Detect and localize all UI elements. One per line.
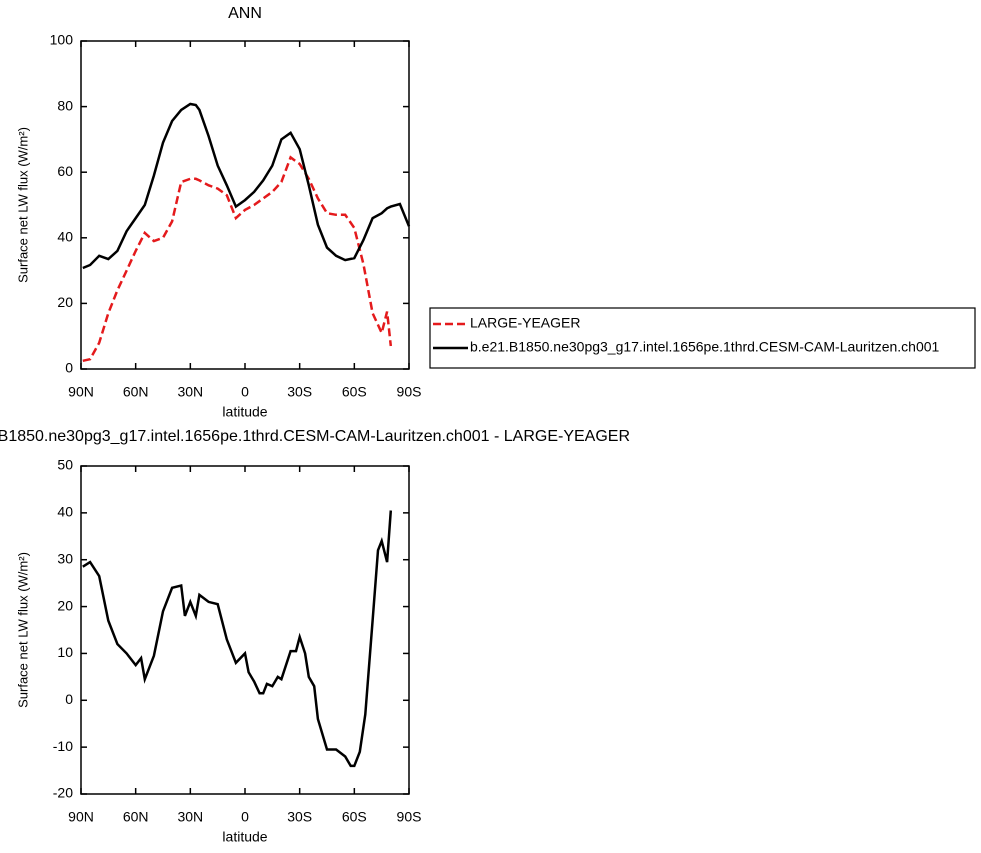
- chart-title: b.e21.B1850.ne30pg3_g17.intel.1656pe.1th…: [0, 428, 630, 445]
- x-tick-label: 90N: [68, 809, 94, 825]
- y-tick-label: -10: [53, 738, 73, 754]
- x-axis-label: latitude: [222, 829, 267, 845]
- legend-label: b.e21.B1850.ne30pg3_g17.intel.1656pe.1th…: [470, 339, 940, 355]
- y-axis-label: Surface net LW flux (W/m²): [15, 127, 30, 283]
- x-tick-label: 90S: [397, 809, 422, 825]
- y-tick-label: 80: [57, 97, 73, 113]
- data-line: [82, 155, 393, 363]
- x-axis-label: latitude: [222, 404, 267, 420]
- x-tick-label: 30N: [177, 384, 203, 400]
- y-tick-label: 50: [57, 457, 73, 473]
- y-tick-label: 60: [57, 163, 73, 179]
- plot-frame: [80, 465, 410, 795]
- plot-frame: [80, 40, 410, 370]
- y-tick-label: 40: [57, 229, 73, 245]
- y-tick-label: 0: [65, 691, 73, 707]
- x-tick-label: 90N: [68, 384, 94, 400]
- x-tick-label: 90S: [397, 384, 422, 400]
- x-tick-label: 60N: [123, 384, 149, 400]
- y-tick-label: 40: [57, 504, 73, 520]
- y-tick-label: 10: [57, 644, 73, 660]
- y-tick-label: 100: [50, 32, 74, 48]
- chart-title: ANN: [228, 5, 262, 22]
- y-tick-label: 20: [57, 294, 73, 310]
- x-tick-label: 30S: [287, 809, 312, 825]
- x-tick-label: 0: [241, 384, 249, 400]
- x-tick-label: 30S: [287, 384, 312, 400]
- x-tick-label: 60S: [342, 384, 367, 400]
- legend-label: LARGE-YEAGER: [470, 315, 580, 331]
- x-tick-label: 60S: [342, 809, 367, 825]
- x-tick-label: 30N: [177, 809, 203, 825]
- y-tick-label: 0: [65, 360, 73, 376]
- y-tick-label: 20: [57, 597, 73, 613]
- x-tick-label: 60N: [123, 809, 149, 825]
- data-line: [82, 102, 411, 270]
- data-line: [82, 510, 393, 768]
- x-tick-label: 0: [241, 809, 249, 825]
- y-axis-label: Surface net LW flux (W/m²): [15, 552, 30, 708]
- y-tick-label: 30: [57, 550, 73, 566]
- legend-box: [429, 307, 976, 369]
- y-tick-label: -20: [53, 785, 73, 801]
